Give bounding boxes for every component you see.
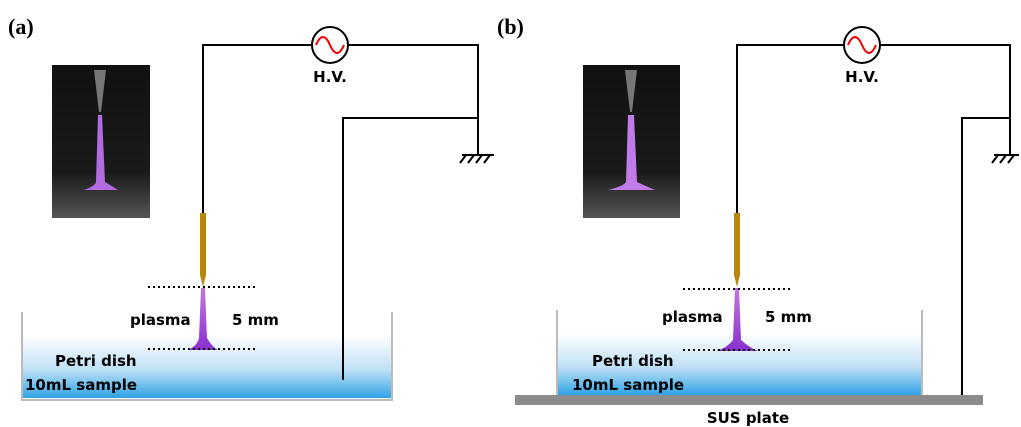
plasma-label: plasma	[130, 311, 191, 329]
panel-a: (a) H.V. plasma 5 mm Petri dish 10mL sam…	[8, 14, 494, 400]
needle-tip	[734, 275, 740, 287]
plate-label: SUS plate	[707, 409, 789, 427]
hv-label: H.V.	[845, 68, 879, 86]
sample-label: 10mL sample	[25, 376, 137, 394]
dish-label: Petri dish	[55, 352, 137, 370]
ground	[992, 155, 1019, 163]
wire	[880, 45, 1010, 155]
hv-label: H.V.	[313, 68, 347, 86]
gap-label: 5 mm	[765, 308, 812, 326]
plasma-label: plasma	[662, 308, 723, 326]
wire	[203, 45, 312, 213]
ground	[460, 155, 494, 163]
needle-tip	[200, 275, 206, 287]
panel-b: (b) SUS plate H.V. plasma 5 mm Petri dis…	[497, 14, 1019, 427]
diagram: (a) H.V. plasma 5 mm Petri dish 10mL sam…	[0, 0, 1021, 427]
needle	[734, 213, 740, 275]
wire	[348, 45, 478, 155]
panel-label: (a)	[8, 14, 34, 39]
gap-label: 5 mm	[232, 311, 279, 329]
wire	[737, 45, 844, 213]
sample-label: 10mL sample	[572, 376, 684, 394]
sus-plate	[515, 395, 983, 405]
panel-label: (b)	[497, 14, 524, 39]
needle	[200, 213, 206, 275]
dish-label: Petri dish	[592, 352, 674, 370]
